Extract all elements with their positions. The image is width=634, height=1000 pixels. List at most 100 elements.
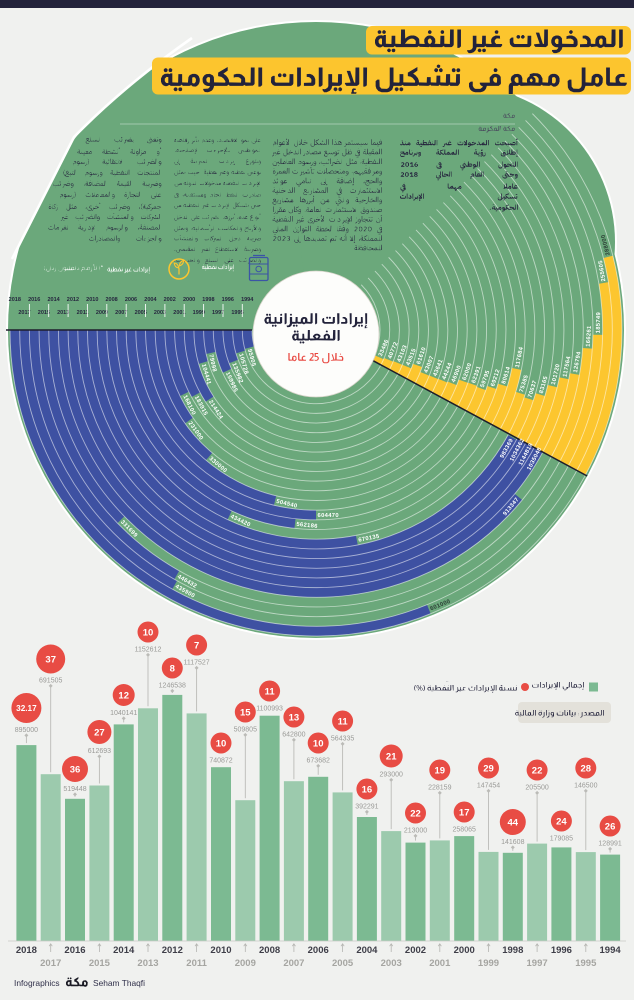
svg-text:15: 15: [240, 707, 251, 718]
svg-text:1040141: 1040141: [110, 710, 137, 717]
svg-text:13: 13: [289, 712, 300, 723]
svg-text:26: 26: [605, 821, 616, 832]
svg-text:22: 22: [532, 765, 543, 776]
svg-text:185749: 185749: [596, 311, 602, 333]
svg-text:2012: 2012: [162, 945, 183, 956]
svg-text:21: 21: [386, 751, 397, 762]
svg-text:642800: 642800: [282, 732, 305, 739]
svg-text:2018: 2018: [16, 945, 37, 956]
svg-text:2006: 2006: [125, 297, 137, 303]
svg-text:61610: 61610: [416, 346, 428, 365]
svg-text:75385: 75385: [519, 374, 530, 393]
svg-text:2006: 2006: [308, 945, 329, 956]
svg-text:1995: 1995: [575, 958, 597, 969]
svg-text:612693: 612693: [88, 748, 111, 755]
svg-text:1998: 1998: [202, 297, 214, 303]
svg-text:895000: 895000: [15, 727, 38, 734]
svg-text:2018: 2018: [9, 297, 21, 303]
svg-text:147454: 147454: [477, 783, 500, 790]
svg-text:179085: 179085: [550, 836, 573, 843]
svg-text:62391: 62391: [471, 365, 483, 384]
svg-text:509805: 509805: [234, 727, 257, 734]
svg-text:2008: 2008: [259, 945, 280, 956]
svg-text:691505: 691505: [39, 678, 62, 685]
svg-text:2005: 2005: [332, 958, 354, 969]
svg-text:1996: 1996: [222, 297, 234, 303]
svg-text:2014: 2014: [113, 945, 135, 956]
svg-text:2008: 2008: [105, 297, 117, 303]
svg-text:1997: 1997: [527, 958, 548, 969]
svg-text:392291: 392291: [355, 804, 378, 811]
svg-text:141608: 141608: [501, 839, 524, 846]
svg-text:604470: 604470: [318, 513, 339, 519]
svg-text:2017: 2017: [18, 310, 30, 316]
svg-text:1999: 1999: [193, 310, 205, 316]
svg-text:Infographics: Infographics: [14, 978, 60, 988]
svg-text:7: 7: [194, 640, 199, 651]
svg-text:2010: 2010: [210, 945, 231, 956]
svg-text:62000: 62000: [462, 362, 474, 381]
svg-text:11: 11: [265, 686, 276, 697]
svg-text:205500: 205500: [525, 785, 548, 792]
svg-text:2000: 2000: [183, 297, 195, 303]
svg-text:288000: 288000: [601, 234, 612, 256]
svg-text:2017: 2017: [40, 958, 61, 969]
svg-text:10: 10: [216, 738, 227, 749]
svg-text:1994: 1994: [600, 945, 622, 956]
svg-text:2002: 2002: [405, 945, 426, 956]
svg-text:2000: 2000: [454, 945, 475, 956]
svg-text:562186: 562186: [296, 522, 318, 530]
svg-text:105728: 105728: [237, 353, 249, 376]
svg-text:564335: 564335: [331, 736, 354, 743]
svg-text:32.17: 32.17: [16, 704, 37, 713]
svg-text:2001: 2001: [173, 310, 185, 316]
svg-text:2014: 2014: [47, 297, 60, 303]
svg-text:79998: 79998: [207, 354, 217, 373]
svg-text:2004: 2004: [356, 945, 378, 956]
svg-text:2007: 2007: [283, 958, 304, 969]
svg-text:36: 36: [70, 764, 81, 775]
svg-text:29: 29: [483, 763, 494, 774]
svg-text:213000: 213000: [404, 828, 427, 835]
svg-text:2005: 2005: [135, 310, 147, 316]
svg-text:69212: 69212: [490, 369, 501, 388]
svg-text:59795: 59795: [480, 369, 492, 388]
svg-text:19: 19: [435, 765, 446, 776]
svg-text:128991: 128991: [598, 841, 621, 848]
svg-text:11: 11: [338, 716, 349, 727]
svg-text:673682: 673682: [307, 758, 330, 765]
svg-text:2002: 2002: [164, 297, 176, 303]
svg-text:101720: 101720: [551, 363, 562, 385]
svg-text:504540: 504540: [276, 499, 298, 510]
svg-text:2015: 2015: [89, 958, 111, 969]
svg-text:1100993: 1100993: [256, 706, 283, 713]
svg-text:44: 44: [508, 817, 519, 828]
svg-text:1999: 1999: [478, 958, 499, 969]
svg-text:2015: 2015: [38, 310, 50, 316]
svg-text:2016: 2016: [64, 945, 85, 956]
svg-text:258065: 258065: [453, 827, 476, 834]
svg-text:2009: 2009: [96, 310, 108, 316]
svg-text:10: 10: [143, 627, 154, 638]
svg-text:27: 27: [94, 727, 105, 738]
svg-text:2007: 2007: [115, 310, 127, 316]
svg-text:24: 24: [556, 816, 567, 827]
svg-text:16: 16: [362, 784, 373, 795]
svg-text:2004: 2004: [144, 297, 157, 303]
svg-text:255605: 255605: [598, 259, 607, 282]
svg-text:117564: 117564: [562, 355, 572, 377]
svg-text:2010: 2010: [86, 297, 98, 303]
svg-text:2003: 2003: [381, 958, 402, 969]
svg-text:2011: 2011: [77, 310, 89, 316]
svg-text:1246538: 1246538: [159, 683, 186, 690]
svg-text:17: 17: [459, 807, 470, 818]
svg-text:104441: 104441: [200, 363, 212, 386]
svg-text:37: 37: [45, 654, 56, 665]
svg-text:146500: 146500: [574, 783, 597, 790]
svg-text:117684: 117684: [515, 346, 525, 368]
svg-text:2016: 2016: [28, 297, 40, 303]
svg-text:2012: 2012: [67, 297, 79, 303]
svg-text:28: 28: [581, 763, 592, 774]
svg-text:1996: 1996: [551, 945, 572, 956]
svg-text:1998: 1998: [502, 945, 523, 956]
